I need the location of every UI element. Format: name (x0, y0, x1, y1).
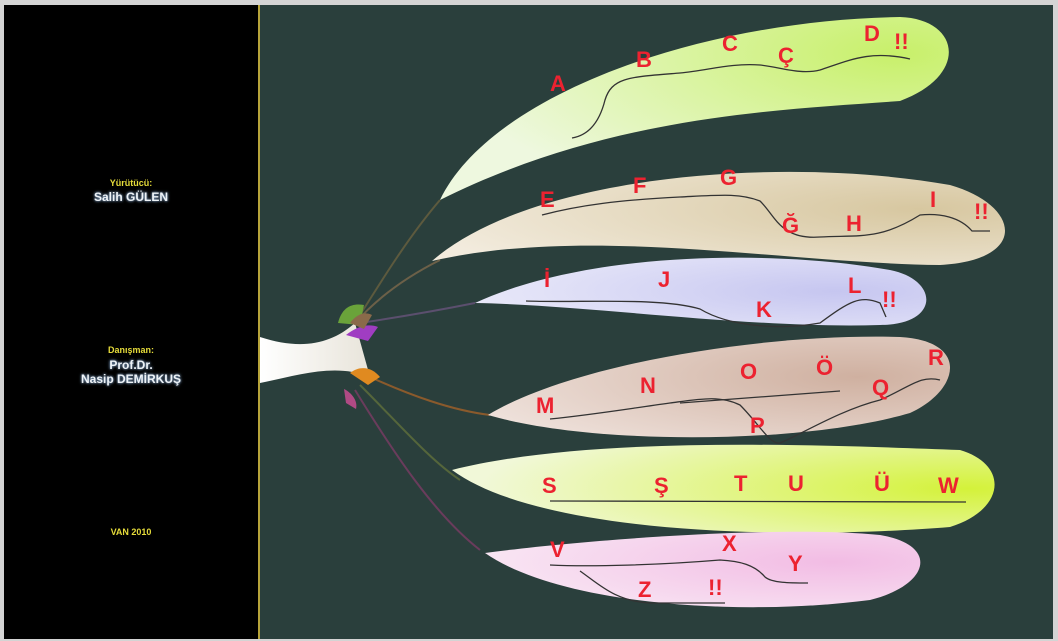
letter-C-cedilla: Ç (778, 43, 794, 68)
letter-V: V (550, 537, 565, 562)
letter-H: H (846, 211, 862, 236)
branch-leaf-2 (354, 259, 441, 324)
letter-O: O (740, 359, 757, 384)
trunk-shape (260, 323, 370, 383)
letter-N: N (640, 373, 656, 398)
letter-tree-diagram: A B C Ç D !! E F G Ğ H I !! İ J K L !! M… (260, 17, 1005, 608)
letter-S: S (542, 473, 557, 498)
branch-leaf-3 (359, 302, 476, 324)
letter-S-cedilla: Ş (654, 473, 669, 498)
advisor-name: Nasip DEMİRKUŞ (80, 372, 181, 386)
letter-T: T (734, 471, 748, 496)
guide-line-leaf-5 (549, 500, 967, 503)
leaf-1-shape (440, 17, 949, 200)
guide-line-leaf-4b (679, 390, 841, 404)
letter-J: J (658, 267, 670, 292)
letter-W: W (938, 473, 959, 498)
letter-Z: Z (638, 577, 651, 602)
guide-line-leaf-3 (525, 299, 887, 328)
leaf-2-shape (432, 171, 1005, 265)
sidebar-panel: Yürütücü: Salih GÜLEN Danışman: Prof.Dr.… (4, 5, 260, 639)
letter-K: K (756, 297, 772, 322)
leaf-6-shape (485, 531, 921, 608)
letter-E: E (540, 187, 555, 212)
exclaim-leaf-2: !! (974, 199, 989, 224)
branch-leaf-6 (354, 389, 481, 551)
letter-P: P (750, 413, 765, 438)
letter-A: A (550, 71, 566, 96)
letter-X: X (722, 531, 737, 556)
guide-line-leaf-4 (549, 378, 941, 444)
guide-line-leaf-2 (541, 194, 990, 238)
letter-G: G (720, 165, 737, 190)
branch-leaf-1 (354, 199, 441, 324)
letter-F: F (633, 173, 646, 198)
letter-L: L (848, 273, 861, 298)
letter-R: R (928, 345, 944, 370)
branch-leaf-4 (369, 376, 491, 416)
letter-Y: Y (788, 551, 803, 576)
trunk-bud-purple (346, 325, 378, 341)
advisor-label: Danışman: (107, 345, 154, 355)
letter-U-umlaut: Ü (874, 471, 890, 496)
leaf-5-shape (452, 444, 995, 533)
exclaim-leaf-1: !! (894, 29, 909, 54)
place-year-label: VAN 2010 (110, 527, 152, 537)
guide-line-leaf-1 (571, 54, 911, 139)
trunk-bud-pink (344, 389, 357, 409)
letter-M: M (536, 393, 554, 418)
letter-I-dot: İ (544, 267, 550, 292)
advisor-title: Prof.Dr. (109, 358, 153, 372)
trunk-bud-orange (350, 368, 380, 385)
trunk-bud-brown (350, 313, 372, 329)
letter-C: C (722, 31, 738, 56)
letter-U: U (788, 471, 804, 496)
letter-D: D (864, 21, 880, 46)
branch-leaf-5 (359, 384, 461, 481)
letter-Q: Q (872, 375, 889, 400)
exclaim-leaf-3: !! (882, 287, 897, 312)
leaf-3-shape (475, 257, 927, 326)
guide-line-leaf-6b (579, 570, 725, 604)
letter-B: B (636, 47, 652, 72)
guide-line-leaf-6 (549, 559, 809, 584)
letter-G-breve: Ğ (782, 213, 799, 238)
exclaim-leaf-6: !! (708, 575, 723, 600)
letter-I: I (930, 187, 936, 212)
executor-label: Yürütücü: (109, 178, 153, 188)
executor-name: Salih GÜLEN (93, 190, 168, 204)
letter-O-umlaut: Ö (816, 355, 833, 380)
